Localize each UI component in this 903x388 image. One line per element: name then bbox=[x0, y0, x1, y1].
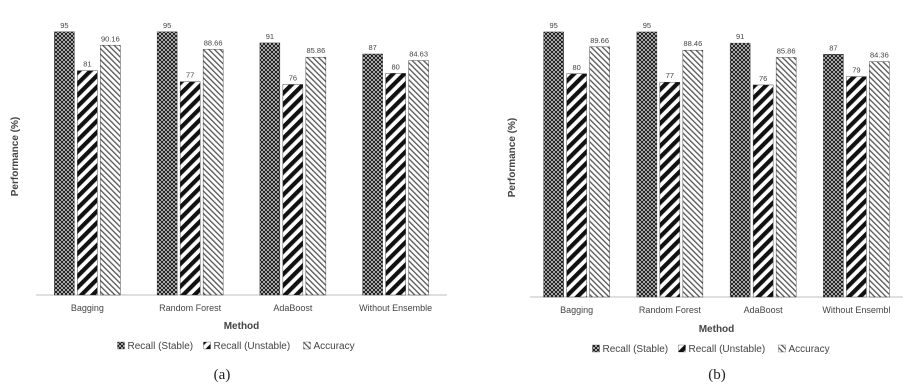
data-label-stable-0: 95 bbox=[549, 21, 557, 30]
data-label-unstable-1: 77 bbox=[186, 71, 194, 80]
data-label-accuracy-2: 85.86 bbox=[777, 46, 796, 55]
bar-unstable-3 bbox=[846, 76, 867, 298]
legend: Recall (Stable) Recall (Unstable) Accuracy bbox=[592, 344, 830, 355]
bar-accuracy-3 bbox=[408, 60, 429, 296]
bar-stable-3 bbox=[823, 54, 844, 298]
legend-label-unstable: Recall (Unstable) bbox=[689, 344, 766, 355]
data-label-unstable-0: 81 bbox=[83, 60, 91, 69]
legend-swatch-stable bbox=[117, 341, 125, 350]
bar-accuracy-1 bbox=[202, 49, 224, 296]
bar-unstable-2 bbox=[282, 84, 304, 296]
data-label-stable-2: 91 bbox=[736, 32, 744, 41]
chart-panel-b: 95 80 89.66 Bagging 95 77 88.46 Random Forest 91… bbox=[507, 21, 903, 383]
x-tick-label: Random Forest bbox=[159, 303, 222, 313]
bar-stable-0 bbox=[54, 31, 75, 296]
legend-swatch-accuracy bbox=[778, 344, 786, 353]
data-label-unstable-0: 80 bbox=[572, 63, 580, 72]
x-tick-label: Bagging bbox=[560, 305, 593, 315]
y-axis-title: Performance (%) bbox=[507, 118, 518, 197]
panel-caption: (b) bbox=[708, 367, 726, 383]
x-axis-title: Method bbox=[224, 321, 260, 332]
data-label-accuracy-3: 84.36 bbox=[870, 51, 889, 60]
legend-label-accuracy: Accuracy bbox=[789, 344, 830, 355]
data-label-stable-1: 95 bbox=[643, 21, 651, 30]
bar-unstable-3 bbox=[385, 73, 406, 296]
chart-panel-a: 95 81 90.16 Bagging 95 77 88.66 Random Forest 91… bbox=[10, 21, 447, 383]
x-tick-label: Without Ensemble bbox=[359, 303, 432, 313]
data-label-unstable-3: 79 bbox=[852, 66, 860, 75]
bar-accuracy-2 bbox=[305, 56, 327, 296]
x-tick-label: AdaBoost bbox=[744, 305, 784, 315]
data-label-unstable-2: 76 bbox=[759, 74, 767, 83]
legend-swatch-stable bbox=[592, 344, 600, 353]
data-label-accuracy-1: 88.46 bbox=[683, 39, 702, 48]
panel-caption: (a) bbox=[214, 367, 231, 383]
legend-swatch-unstable bbox=[678, 344, 686, 353]
bar-accuracy-1 bbox=[682, 49, 704, 298]
bar-stable-2 bbox=[259, 42, 281, 296]
bar-stable-1 bbox=[156, 31, 178, 296]
bar-unstable-0 bbox=[566, 73, 587, 298]
x-tick-label: Without Ensembl bbox=[822, 305, 890, 315]
data-label-unstable-2: 76 bbox=[289, 73, 297, 82]
legend-label-stable: Recall (Stable) bbox=[128, 341, 194, 352]
bar-stable-2 bbox=[729, 42, 751, 298]
bar-unstable-2 bbox=[752, 84, 774, 298]
x-tick-label: Bagging bbox=[71, 303, 104, 313]
legend: Recall (Stable) Recall (Unstable) Accuracy bbox=[117, 341, 355, 352]
data-label-stable-1: 95 bbox=[163, 21, 171, 30]
bar-unstable-0 bbox=[77, 70, 98, 296]
legend-label-unstable: Recall (Unstable) bbox=[214, 341, 291, 352]
x-tick-label: Random Forest bbox=[639, 305, 702, 315]
bar-accuracy-0 bbox=[100, 45, 121, 296]
bar-accuracy-3 bbox=[869, 61, 890, 298]
legend-swatch-unstable bbox=[203, 341, 211, 350]
bar-stable-3 bbox=[362, 53, 383, 296]
legend-label-accuracy: Accuracy bbox=[314, 341, 355, 352]
data-label-unstable-3: 80 bbox=[391, 62, 399, 71]
data-label-stable-3: 87 bbox=[368, 43, 376, 52]
bar-unstable-1 bbox=[179, 81, 201, 296]
data-label-accuracy-3: 84.63 bbox=[409, 50, 428, 59]
bar-accuracy-0 bbox=[589, 46, 610, 298]
x-tick-label: AdaBoost bbox=[273, 303, 313, 313]
data-label-accuracy-1: 88.66 bbox=[204, 38, 223, 47]
y-axis-title: Performance (%) bbox=[10, 117, 21, 196]
data-label-stable-2: 91 bbox=[266, 32, 274, 41]
data-label-stable-0: 95 bbox=[60, 21, 68, 30]
legend-label-stable: Recall (Stable) bbox=[603, 344, 669, 355]
data-label-accuracy-2: 85.86 bbox=[306, 46, 325, 55]
bar-accuracy-2 bbox=[775, 57, 797, 298]
bar-stable-0 bbox=[543, 31, 564, 298]
data-label-unstable-1: 77 bbox=[666, 71, 674, 80]
data-label-stable-3: 87 bbox=[829, 43, 837, 52]
x-axis-title: Method bbox=[699, 324, 735, 335]
bar-unstable-1 bbox=[659, 81, 681, 298]
data-label-accuracy-0: 89.66 bbox=[590, 36, 609, 45]
legend-swatch-accuracy bbox=[303, 341, 311, 350]
bar-stable-1 bbox=[636, 31, 658, 298]
data-label-accuracy-0: 90.16 bbox=[101, 34, 120, 43]
